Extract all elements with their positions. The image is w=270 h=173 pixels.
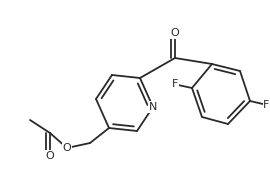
Text: O: O bbox=[63, 143, 71, 153]
Text: O: O bbox=[171, 28, 179, 38]
Text: N: N bbox=[149, 102, 157, 112]
Text: F: F bbox=[263, 100, 270, 110]
Text: F: F bbox=[172, 79, 178, 89]
Text: O: O bbox=[46, 151, 54, 161]
